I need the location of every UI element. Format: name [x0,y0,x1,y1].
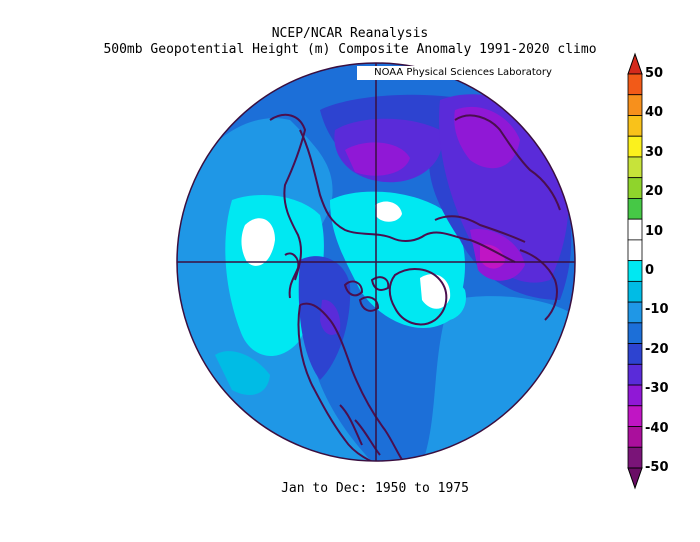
colorbar-tick-label: 10 [645,223,664,239]
anomaly-field [177,63,575,461]
colorbar-tick-label: -50 [645,460,669,475]
colorbar-swatch [627,426,643,448]
credit-label: NOAA Physical Sciences Laboratory [357,66,569,80]
colorbar-swatch [627,280,643,303]
colorbar-swatch [627,446,643,469]
colorbar-swatch [627,322,643,344]
chart-subtitle: 500mb Geopotential Height (m) Composite … [103,42,597,57]
colorbar-swatch [627,260,643,282]
colorbar [627,52,643,490]
date-range-label: Jan to Dec: 1950 to 1975 [281,481,469,496]
colorbar-tick-label: -30 [645,381,669,397]
map-boundary [176,62,576,462]
colorbar-swatch [627,384,643,407]
colorbar-swatch [627,343,643,365]
colorbar-swatch [627,218,643,241]
colorbar-tick-label: 20 [645,184,664,200]
colorbar-top-arrow [627,52,643,75]
colorbar-tick-label: 40 [645,105,664,121]
colorbar-bottom-arrow [627,467,643,490]
colorbar-swatch [627,239,643,262]
colorbar-tick-label: 30 [645,144,664,160]
colorbar-swatch [627,115,643,137]
colorbar-swatch [627,94,643,116]
colorbar-tick-label: -20 [645,341,669,357]
graticule [177,63,575,461]
coastlines [269,113,561,461]
colorbar-swatch [627,198,643,220]
colorbar-swatch [627,177,643,199]
colorbar-tick-label: 50 [645,66,664,81]
colorbar-swatch [627,405,643,427]
colorbar-swatch [627,156,643,179]
chart-title: NCEP/NCAR Reanalysis [271,26,429,41]
colorbar-tick-label: -40 [645,420,669,436]
colorbar-swatch [627,363,643,386]
colorbar-swatch [627,301,643,324]
colorbar-swatch [627,73,643,96]
colorbar-swatch [627,135,643,158]
colorbar-tick-label: 0 [645,263,655,278]
colorbar-tick-label: -10 [645,302,669,318]
